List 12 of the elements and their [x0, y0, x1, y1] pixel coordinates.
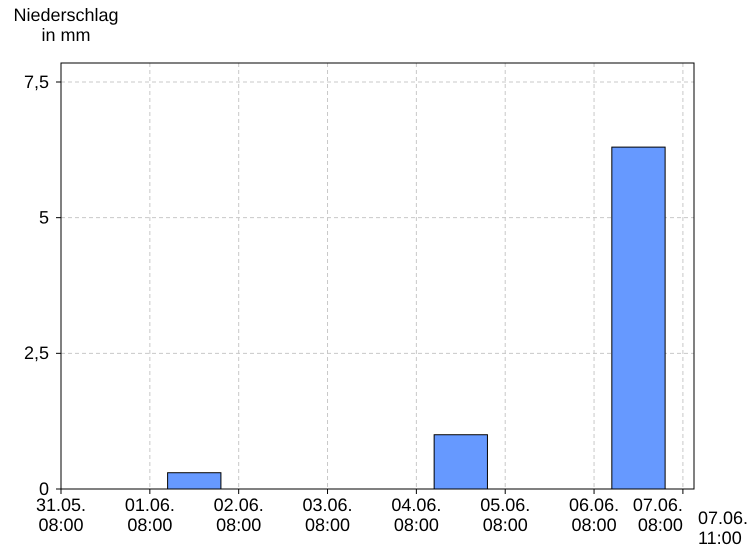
- x-tick-label: 02.06. 08:00: [214, 495, 264, 535]
- y-tick-label: 7,5: [24, 72, 49, 92]
- x-tick-label: 07.06. 08:00: [632, 495, 683, 535]
- x-tick-label: 03.06. 08:00: [302, 495, 353, 535]
- y-tick-label: 2,5: [24, 343, 49, 364]
- x-tick-label: 01.06. 08:00: [124, 495, 175, 535]
- y-axis-title: Niederschlag in mm: [13, 5, 119, 45]
- text: 07.06. 11:00: [698, 508, 748, 546]
- x-tick-label: 04.06. 08:00: [391, 495, 442, 535]
- x-tick-label: 06.06. 08:00: [569, 495, 620, 535]
- x-tick-label: 05.06. 08:00: [480, 495, 530, 535]
- y-tick-label: 5: [38, 207, 49, 228]
